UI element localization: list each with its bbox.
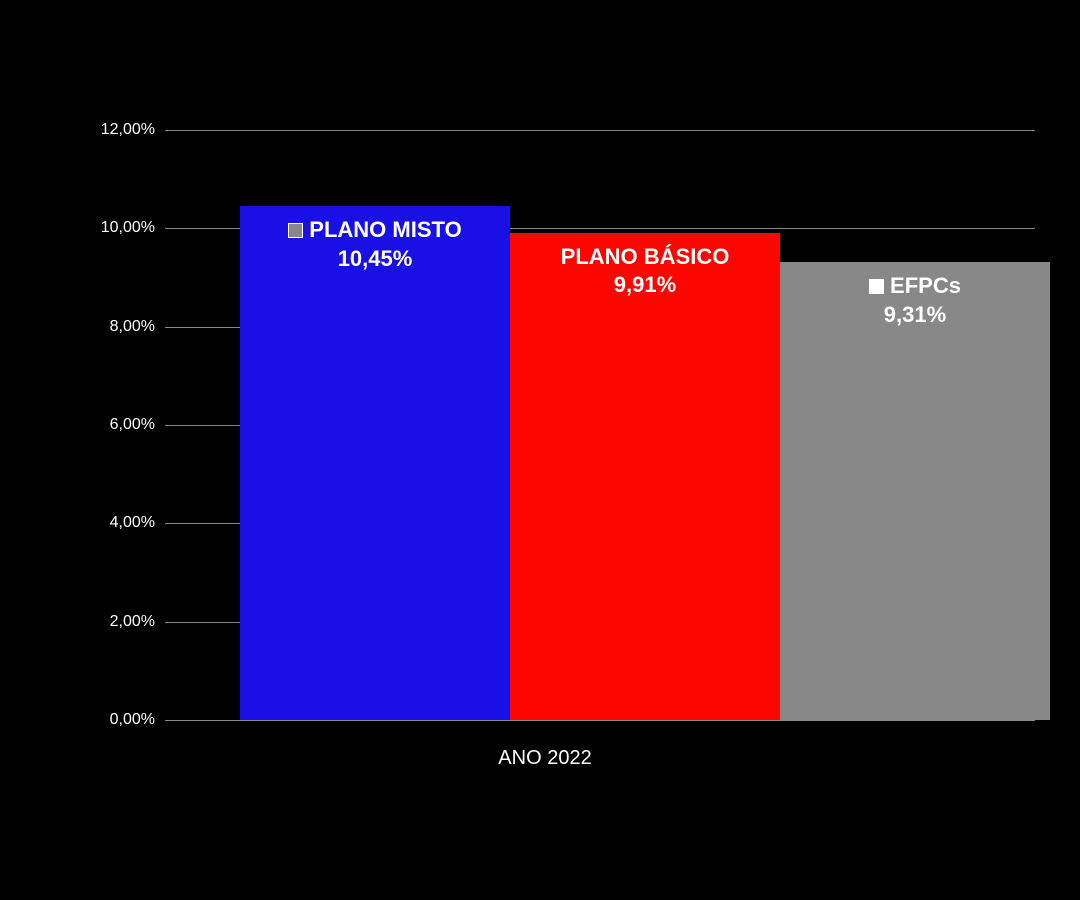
bar-name-text: EFPCs: [890, 272, 961, 301]
bar-label-name: EFPCs: [869, 272, 961, 301]
y-axis-tick-label: 12,00%: [60, 121, 155, 139]
y-axis-tick-label: 10,00%: [60, 219, 155, 237]
bar-label: EFPCs9,31%: [780, 272, 1050, 329]
bar-value-text: 9,31%: [884, 301, 946, 330]
bar-label: PLANO MISTO10,45%: [240, 216, 510, 273]
legend-box-icon: [288, 223, 303, 238]
chart-container: PLANO MISTO10,45%PLANO BÁSICO9,91%EFPCs9…: [60, 130, 1030, 740]
gridline: [165, 720, 1035, 721]
bar-value-text: 9,91%: [614, 271, 676, 300]
bar-label: PLANO BÁSICO9,91%: [510, 243, 780, 300]
bar-0: PLANO MISTO10,45%: [240, 206, 510, 720]
bar-value-text: 10,45%: [338, 245, 413, 274]
bar-1: PLANO BÁSICO9,91%: [510, 233, 780, 720]
y-axis-tick-label: 0,00%: [60, 711, 155, 729]
plot-area: PLANO MISTO10,45%PLANO BÁSICO9,91%EFPCs9…: [165, 130, 1035, 720]
bar-name-text: PLANO BÁSICO: [561, 243, 730, 272]
bar-name-text: PLANO MISTO: [309, 216, 461, 245]
y-axis-tick-label: 4,00%: [60, 514, 155, 532]
legend-box-icon: [869, 279, 884, 294]
y-axis-tick-label: 6,00%: [60, 416, 155, 434]
bar-2: EFPCs9,31%: [780, 262, 1050, 720]
bar-label-name: PLANO BÁSICO: [561, 243, 730, 272]
x-axis-label: ANO 2022: [60, 747, 1030, 770]
bars-group: PLANO MISTO10,45%PLANO BÁSICO9,91%EFPCs9…: [240, 130, 1050, 720]
y-axis-tick-label: 8,00%: [60, 318, 155, 336]
bar-label-name: PLANO MISTO: [288, 216, 461, 245]
y-axis-tick-label: 2,00%: [60, 613, 155, 631]
